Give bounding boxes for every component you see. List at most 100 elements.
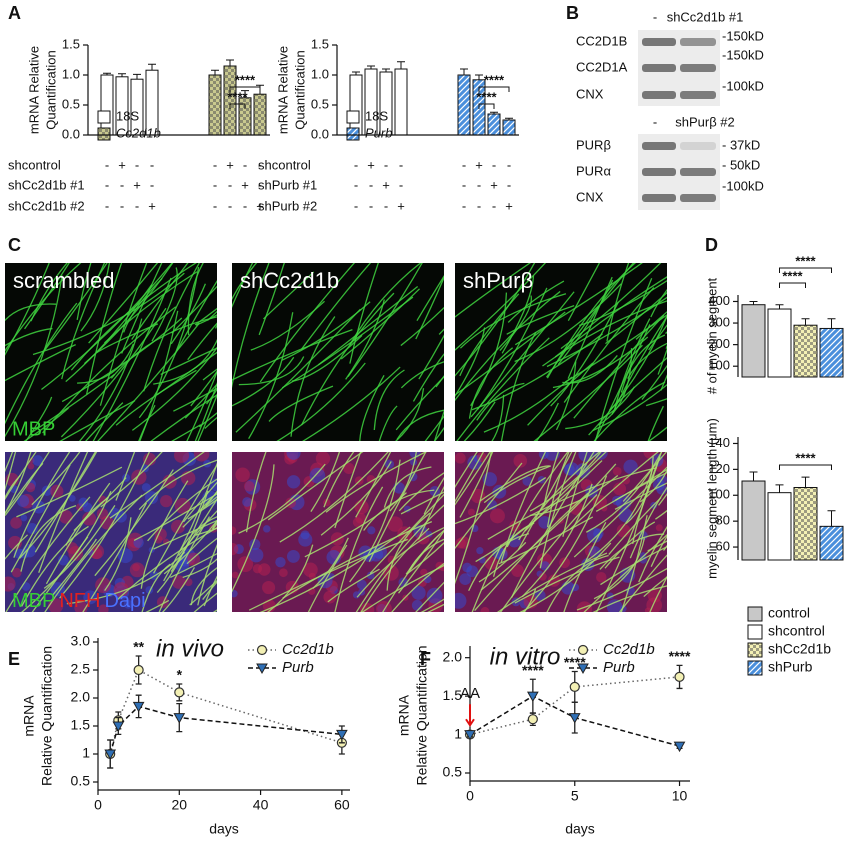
legend-marker <box>577 663 589 675</box>
chart-title: in vitro <box>490 643 561 670</box>
fiber <box>491 394 505 441</box>
y-tick-label: 1.5 <box>311 36 329 51</box>
sig-bracket <box>779 464 832 470</box>
nucleus <box>534 589 546 601</box>
fiber <box>92 277 172 441</box>
nucleus <box>27 462 35 470</box>
nucleus <box>360 602 375 612</box>
fiber <box>282 520 433 599</box>
fiber <box>533 344 643 441</box>
y-tick-label: 0.5 <box>71 773 91 789</box>
nucleus <box>232 542 239 556</box>
fiber <box>355 504 444 612</box>
fiber <box>487 467 658 540</box>
bar <box>502 119 516 136</box>
fiber <box>455 452 485 503</box>
x-tick-label: 5 <box>571 788 579 804</box>
fiber <box>363 489 435 531</box>
fiber <box>115 369 197 426</box>
row-label: shCc2d1b #1 <box>8 177 85 192</box>
bar <box>208 74 222 136</box>
fiber <box>182 491 217 528</box>
fiber <box>100 452 163 508</box>
legend-label: Purb <box>365 125 392 140</box>
sig-label: **** <box>227 89 248 104</box>
nucleus <box>403 505 411 513</box>
fiber <box>5 275 63 438</box>
legend-label: Cc2d1b <box>603 641 655 658</box>
fiber <box>479 465 550 502</box>
fiber <box>560 263 662 350</box>
y-tick-label: 0.5 <box>62 96 80 111</box>
row-sign: - <box>477 177 481 192</box>
error-bar <box>133 73 141 80</box>
sig-label: **** <box>476 89 497 104</box>
fiber <box>663 544 667 551</box>
row-sign: - <box>507 157 511 172</box>
error-bar <box>367 65 375 69</box>
blot-band <box>680 168 716 176</box>
nucleus <box>387 555 396 564</box>
nucleus <box>622 476 630 485</box>
marker <box>104 749 117 761</box>
fiber <box>170 283 207 345</box>
fiber <box>455 327 486 398</box>
x-tick-label: 60 <box>334 797 350 813</box>
error-bar <box>827 510 836 527</box>
fiber <box>514 283 622 363</box>
fiber <box>190 567 217 606</box>
blot-header: shCc2d1b #1 <box>667 9 744 24</box>
y-tick-label: 100 <box>708 487 730 502</box>
fiber <box>622 452 667 502</box>
fiber <box>415 581 444 612</box>
y-axis-label: # of myelin segment <box>704 277 719 394</box>
nucleus <box>123 599 133 609</box>
legend-label: Purb <box>603 659 635 676</box>
blot-band <box>680 142 716 150</box>
fiber <box>235 308 361 433</box>
marker <box>132 701 145 713</box>
error-bar <box>226 59 234 66</box>
row-sign: - <box>462 157 466 172</box>
arrow <box>465 704 475 728</box>
fiber <box>291 334 363 382</box>
legend-swatch <box>747 624 763 640</box>
fiber <box>189 579 217 606</box>
legend-swatch <box>747 606 763 622</box>
marker <box>173 713 186 724</box>
nucleus <box>252 564 263 574</box>
row-sign: - <box>228 177 232 192</box>
fiber <box>400 491 444 515</box>
error-bar <box>382 68 390 72</box>
nucleus <box>235 467 250 483</box>
sig-label: **** <box>484 72 505 87</box>
fiber <box>592 383 667 432</box>
fiber <box>471 333 603 411</box>
panel-label: D <box>705 235 718 255</box>
x-tick-label: 20 <box>172 797 188 813</box>
fiber <box>614 471 667 501</box>
fiber <box>604 521 656 569</box>
fiber <box>147 478 217 542</box>
fiber <box>42 306 177 434</box>
legend-label: shCc2d1b <box>768 641 831 657</box>
fiber <box>232 464 275 593</box>
fiber <box>197 393 217 441</box>
fiber <box>632 452 663 545</box>
nucleus <box>459 573 472 586</box>
fiber <box>232 328 353 381</box>
stain-label: Dapi <box>104 590 145 612</box>
fiber <box>94 469 174 577</box>
fiber <box>65 284 153 383</box>
fiber <box>163 462 217 582</box>
row-sign: - <box>399 157 403 172</box>
nucleus <box>455 592 467 609</box>
fiber <box>455 462 523 550</box>
fiber <box>599 533 665 570</box>
nucleus <box>455 452 466 464</box>
fiber <box>88 263 159 344</box>
panel-label: E <box>8 649 20 669</box>
fiber <box>416 275 444 322</box>
fiber <box>99 263 148 406</box>
error-bar <box>397 61 405 69</box>
